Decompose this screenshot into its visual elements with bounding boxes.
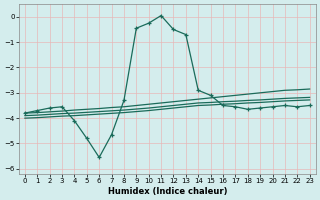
X-axis label: Humidex (Indice chaleur): Humidex (Indice chaleur) xyxy=(108,187,227,196)
